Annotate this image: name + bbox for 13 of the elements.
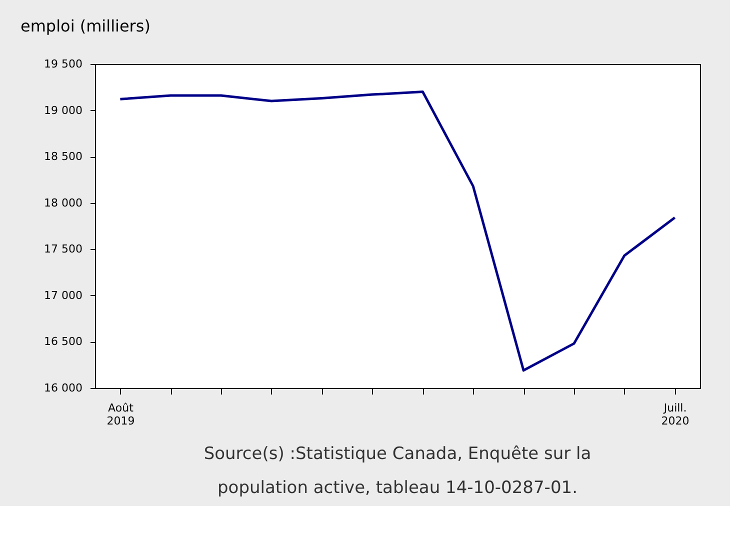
y-tick-label: 17 500: [44, 242, 82, 256]
y-tick-label: 19 000: [44, 104, 82, 117]
y-tick-label: 18 000: [44, 196, 82, 210]
x-tick-label: Juill. 2020: [661, 402, 690, 428]
line-series: [118, 90, 676, 372]
source-note: Source(s) :Statistique Canada, Enquête sur la population active, tableau 14-10-0287-01.: [204, 444, 592, 498]
y-tick-label: 19 500: [44, 58, 82, 70]
x-tick-label: Août 2019: [106, 402, 135, 428]
y-tick-label: 17 000: [44, 288, 82, 302]
y-tick-label: 16 000: [44, 382, 82, 394]
y-tick-label: 16 500: [44, 335, 82, 348]
y-tick-label: 18 500: [44, 150, 82, 164]
y-axis-title: emploi (milliers): [20, 16, 150, 36]
